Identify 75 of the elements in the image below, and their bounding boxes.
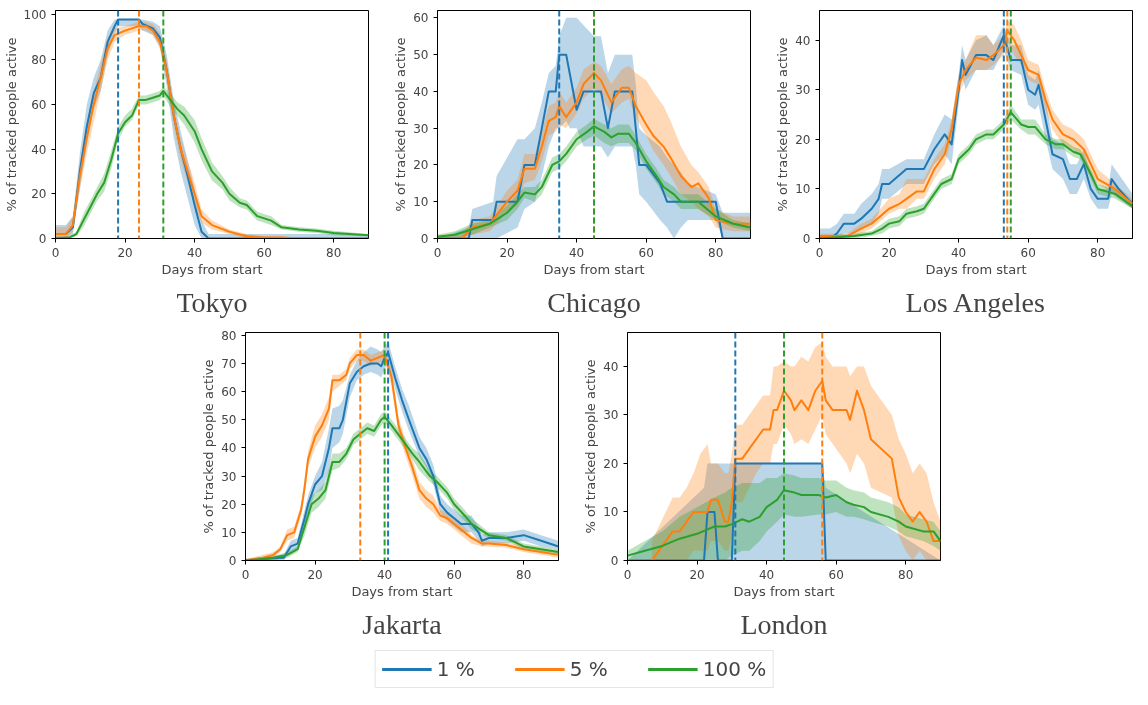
x-tick-label: 60 <box>446 567 462 582</box>
x-tick-label: 80 <box>708 245 724 260</box>
x-tick-label: 20 <box>881 245 897 260</box>
x-tick-label: 0 <box>241 567 250 582</box>
x-tick-label: 20 <box>117 245 133 260</box>
y-tick-label: 0 <box>610 554 619 568</box>
y-axis-title: % of tracked people active <box>201 359 217 534</box>
x-tick-label: 40 <box>950 245 967 260</box>
x-tick-label: 40 <box>186 245 203 260</box>
y-tick-label: 30 <box>603 408 619 423</box>
y-tick-label: 30 <box>221 469 237 484</box>
y-tick-label: 10 <box>221 525 237 540</box>
x-tick-label: 40 <box>758 567 775 582</box>
x-tick-label: 80 <box>898 567 914 582</box>
y-tick-label: 40 <box>31 142 47 157</box>
x-tick-label: 0 <box>623 567 632 582</box>
x-tick-label: 60 <box>638 245 654 260</box>
y-tick-label: 40 <box>413 84 429 99</box>
y-tick-label: 40 <box>795 33 811 48</box>
y-axis-title: % of tracked people active <box>583 359 599 534</box>
x-tick-label: 20 <box>307 567 323 582</box>
x-tick-label: 60 <box>256 245 272 260</box>
y-tick-label: 40 <box>603 359 619 374</box>
text: London <box>740 608 828 640</box>
x-axis-title: Days from start <box>351 583 453 599</box>
y-tick-label: 20 <box>31 187 47 202</box>
text: Chicago <box>547 286 641 318</box>
y-tick-label: 20 <box>221 497 237 512</box>
y-tick-label: 0 <box>420 232 429 246</box>
y-tick-label: 20 <box>413 158 429 173</box>
x-tick-label: 80 <box>516 567 532 582</box>
y-tick-label: 60 <box>221 385 237 400</box>
y-tick-label: 0 <box>228 554 237 568</box>
y-axis-title: % of tracked people active <box>393 37 409 212</box>
y-tick-label: 0 <box>802 232 811 246</box>
x-tick-label: 80 <box>1090 245 1106 260</box>
y-tick-label: 0 <box>38 232 47 246</box>
legend-label: 100 % <box>702 657 767 681</box>
y-tick-label: 50 <box>221 413 237 428</box>
text: Jakarta <box>362 608 443 640</box>
y-tick-label: 80 <box>221 328 237 343</box>
x-axis-title: Days from start <box>733 583 835 599</box>
y-tick-label: 30 <box>413 121 429 136</box>
x-tick-label: 60 <box>1020 245 1036 260</box>
x-tick-label: 0 <box>51 245 60 260</box>
y-tick-label: 20 <box>795 132 811 147</box>
x-axis-title: Days from start <box>925 261 1027 277</box>
x-tick-label: 20 <box>689 567 705 582</box>
y-tick-label: 100 <box>23 8 47 23</box>
text: Los Angeles <box>905 286 1045 318</box>
x-tick-label: 0 <box>433 245 442 260</box>
y-tick-label: 60 <box>31 97 47 112</box>
y-tick-label: 10 <box>413 195 429 210</box>
y-axis-title: % of tracked people active <box>3 37 19 212</box>
y-axis-title: % of tracked people active <box>775 37 791 212</box>
x-tick-label: 40 <box>568 245 585 260</box>
y-tick-label: 40 <box>221 441 237 456</box>
y-tick-label: 10 <box>795 182 811 197</box>
legend-label: 5 % <box>569 657 608 681</box>
x-tick-label: 0 <box>815 245 824 260</box>
y-tick-label: 30 <box>795 83 811 98</box>
legend-label: 1 % <box>436 657 475 681</box>
x-tick-label: 20 <box>499 245 515 260</box>
x-tick-label: 60 <box>828 567 844 582</box>
x-tick-label: 40 <box>376 567 393 582</box>
y-tick-label: 10 <box>603 505 619 520</box>
text: Tokyo <box>176 286 248 318</box>
x-tick-label: 80 <box>326 245 342 260</box>
y-tick-label: 20 <box>603 456 619 471</box>
y-tick-label: 50 <box>413 48 429 63</box>
x-axis-title: Days from start <box>161 261 263 277</box>
y-tick-label: 80 <box>31 53 47 68</box>
y-tick-label: 70 <box>221 356 237 371</box>
y-tick-label: 60 <box>413 11 429 26</box>
x-axis-title: Days from start <box>543 261 645 277</box>
